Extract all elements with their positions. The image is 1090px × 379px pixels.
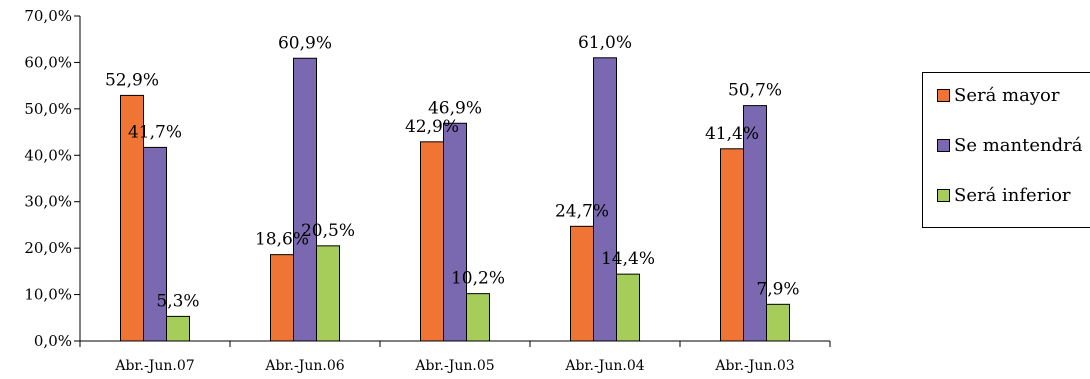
y-tick-label: 0,0% (34, 332, 72, 350)
x-category-label: Abr.-Jun.05 (414, 358, 494, 374)
legend-item-sera-mayor: Será mayor (937, 85, 1059, 106)
y-tick-label: 70,0% (24, 7, 72, 25)
x-category-label: Abr.-Jun.07 (114, 358, 194, 374)
data-labels: 52,9% 41,7% 5,3% 18,6% 60,9% 20,5% 42,9%46,9% 1… (105, 33, 800, 312)
data-label: 41,7% (128, 122, 182, 142)
x-category-label: Abr.-Jun.04 (564, 358, 644, 374)
bar (420, 141, 444, 342)
data-label: 61,0% (578, 33, 632, 53)
legend: Será mayor Se mantendrá Será inferior (922, 72, 1090, 228)
bar (166, 315, 190, 342)
x-category-label: Abr.-Jun.06 (264, 358, 344, 374)
bar (743, 105, 767, 342)
data-label: 41,4% (705, 124, 759, 144)
legend-swatch (937, 89, 950, 102)
data-label: 42,9% (405, 117, 459, 137)
legend-swatch (937, 139, 950, 152)
y-tick-label: 50,0% (24, 100, 72, 118)
bar (616, 273, 640, 342)
axes: 0,0% 10,0% 20,0% 30,0% 40,0% 50,0% 60,0% 70,0% A… (24, 7, 831, 374)
data-label: 60,9% (278, 33, 332, 53)
bar (720, 148, 744, 342)
legend-item-se-mantendra: Se mantendrá (937, 135, 1082, 156)
y-tick-label: 10,0% (24, 286, 72, 304)
bar (466, 293, 490, 342)
bar (293, 57, 317, 342)
y-tick-label: 30,0% (24, 193, 72, 211)
data-label: 10,2% (451, 269, 505, 289)
data-label: 14,4% (601, 249, 655, 269)
y-tick-label: 60,0% (24, 53, 72, 71)
legend-label: Será inferior (954, 185, 1071, 206)
bar (443, 122, 467, 342)
bars (120, 57, 790, 342)
bar (143, 146, 167, 342)
data-label: 20,5% (301, 221, 355, 241)
legend-label: Será mayor (954, 85, 1060, 106)
bar (593, 57, 617, 342)
legend-label: Se mantendrá (954, 135, 1083, 156)
bar (766, 303, 790, 342)
data-label: 52,9% (105, 70, 159, 90)
data-label: 50,7% (728, 81, 782, 101)
legend-swatch (937, 189, 950, 202)
bar (570, 225, 594, 342)
data-label: 7,9% (756, 279, 799, 299)
bar (316, 245, 340, 342)
data-label: 5,3% (156, 291, 199, 311)
x-category-label: Abr.-Jun.03 (714, 358, 794, 374)
data-label: 46,9% (428, 98, 482, 118)
data-label: 24,7% (555, 201, 609, 221)
data-label: 18,6% (255, 230, 309, 250)
legend-item-sera-inferior: Será inferior (937, 185, 1071, 206)
y-tick-label: 20,0% (24, 239, 72, 257)
bar (270, 254, 294, 342)
y-tick-label: 40,0% (24, 146, 72, 164)
